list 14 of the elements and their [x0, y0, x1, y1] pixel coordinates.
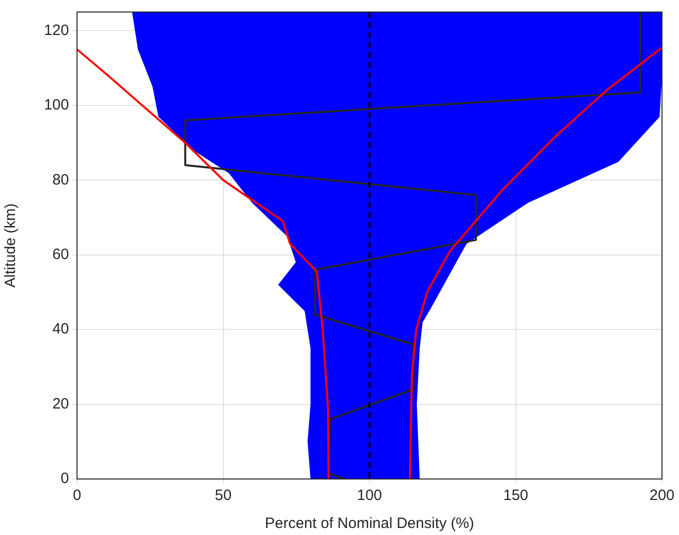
y-tick-label: 40	[52, 320, 69, 338]
y-tick-label: 60	[52, 246, 69, 263]
y-tick-label: 0	[60, 470, 69, 488]
x-tick-label: 50	[214, 487, 232, 504]
y-axis-title: Altitude (km)	[2, 203, 20, 288]
x-tick-label: 200	[649, 487, 675, 504]
x-tick-label: 0	[72, 487, 82, 504]
y-tick-label: 20	[52, 395, 69, 412]
y-tick-label: 80	[52, 171, 69, 188]
x-tick-label: 150	[503, 487, 528, 504]
x-axis-title: Percent of Nominal Density (%)	[264, 515, 474, 532]
x-tick-label: 100	[356, 487, 382, 504]
y-tick-label: 100	[44, 96, 69, 114]
y-tick-label: 120	[44, 22, 69, 39]
